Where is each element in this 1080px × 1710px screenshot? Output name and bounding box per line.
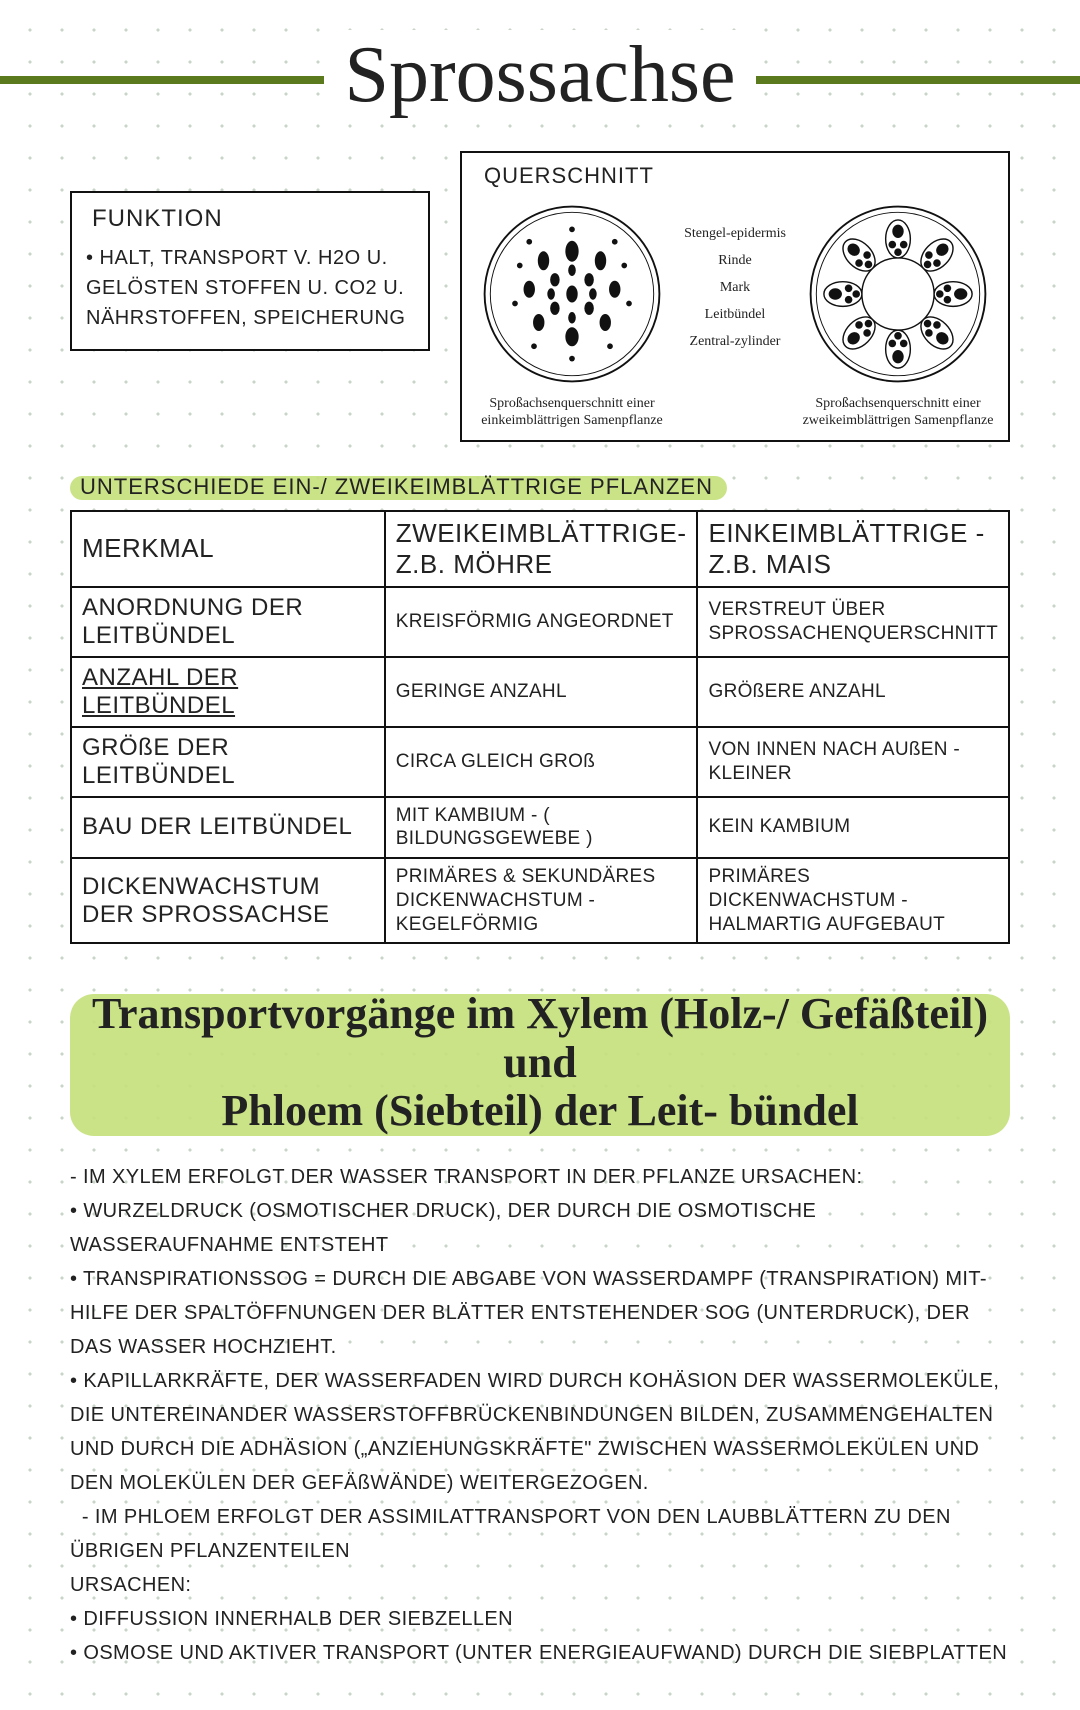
querschnitt-midlabels: Stengel-epidermis Rinde Mark Leitbündel … <box>680 199 790 358</box>
compare-section: UNTERSCHIEDE EIN-/ ZWEIKEIMBLÄTTRIGE PFL… <box>70 472 1010 945</box>
row-merkmal: GRÖßE DER LEITBÜNDEL <box>71 727 385 797</box>
table-row: BAU DER LEITBÜNDELMIT KAMBIUM - ( BILDUN… <box>71 797 1009 859</box>
funktion-label: FUNKTION <box>82 203 237 235</box>
title-rule-left <box>0 76 340 84</box>
row-einkeim: PRIMÄRES DICKENWACHSTUM - HALMARTIG AUFG… <box>697 858 1009 943</box>
transport-title-l1: Transportvorgänge im Xylem (Holz-/ Gefäß… <box>92 989 988 1086</box>
midlabel-0: Stengel-epidermis <box>680 223 790 244</box>
transport-line: - IM PHLOEM ERFOLGT DER ASSIMILATTRANSPO… <box>70 1500 1010 1568</box>
querschnitt-box: QUERSCHNITT <box>460 151 1010 442</box>
row-zweikeim: PRIMÄRES & SEKUNDÄRES DICKENWACHSTUM - K… <box>385 858 698 943</box>
compare-heading: UNTERSCHIEDE EIN-/ ZWEIKEIMBLÄTTRIGE PFL… <box>70 472 727 502</box>
row-merkmal: ANORDNUNG DER LEITBÜNDEL <box>71 587 385 657</box>
diagram-dicot: Sproßachsenquerschnitt einer zweikeimblä… <box>800 199 996 430</box>
transport-title: Transportvorgänge im Xylem (Holz-/ Gefäß… <box>70 984 1010 1141</box>
midlabel-4: Zentral-zylinder <box>680 331 790 352</box>
transport-line: • OSMOSE UND AKTIVER TRANSPORT (UNTER EN… <box>70 1636 1010 1670</box>
midlabel-3: Leitbündel <box>680 304 790 325</box>
page-title: Sprossachse <box>324 30 755 121</box>
row-zweikeim: GERINGE ANZAHL <box>385 657 698 727</box>
midlabel-1: Rinde <box>680 250 790 271</box>
transport-line: - IM XYLEM ERFOLGT DER WASSER TRANSPORT … <box>70 1160 1010 1194</box>
dicot-caption: Sproßachsenquerschnitt einer zweikeimblä… <box>800 396 996 430</box>
transport-line: • WURZELDRUCK (OSMOTISCHER DRUCK), DER D… <box>70 1194 1010 1262</box>
row-zweikeim: CIRCA GLEICH GROß <box>385 727 698 797</box>
table-row: DICKENWACHSTUM DER SPROSSACHSEPRIMÄRES &… <box>71 858 1009 943</box>
querschnitt-label: QUERSCHNITT <box>474 161 668 191</box>
col-zweikeim: ZWEIKEIMBLÄTTRIGE- Z.B. MÖHRE <box>385 511 698 587</box>
table-row: GRÖßE DER LEITBÜNDELCIRCA GLEICH GROßVON… <box>71 727 1009 797</box>
top-row: FUNKTION • HALT, TRANSPORT V. H2O U. GEL… <box>70 151 1010 442</box>
row-zweikeim: MIT KAMBIUM - ( BILDUNGSGEWEBE ) <box>385 797 698 859</box>
row-einkeim: KEIN KAMBIUM <box>697 797 1009 859</box>
row-merkmal: DICKENWACHSTUM DER SPROSSACHSE <box>71 858 385 943</box>
col-einkeim: EINKEIMBLÄTTRIGE - Z.B. MAIS <box>697 511 1009 587</box>
table-header-row: MERKMAL ZWEIKEIMBLÄTTRIGE- Z.B. MÖHRE EI… <box>71 511 1009 587</box>
table-row: ANORDNUNG DER LEITBÜNDELKREISFÖRMIG ANGE… <box>71 587 1009 657</box>
transport-line: • KAPILLARKRÄFTE, DER WASSERFADEN WIRD D… <box>70 1364 1010 1500</box>
row-einkeim: VERSTREUT ÜBER SPROSSACHENQUERSCHNITT <box>697 587 1009 657</box>
title-rule-right <box>740 76 1080 84</box>
row-merkmal: ANZAHL DER LEITBÜNDEL <box>71 657 385 727</box>
dicot-svg <box>803 199 993 389</box>
transport-section: Transportvorgänge im Xylem (Holz-/ Gefäß… <box>70 984 1010 1669</box>
compare-table: MERKMAL ZWEIKEIMBLÄTTRIGE- Z.B. MÖHRE EI… <box>70 510 1010 945</box>
transport-body: - IM XYLEM ERFOLGT DER WASSER TRANSPORT … <box>70 1160 1010 1670</box>
monocot-caption: Sproßachsenquerschnitt einer einkeimblät… <box>474 396 670 430</box>
row-merkmal: BAU DER LEITBÜNDEL <box>71 797 385 859</box>
table-row: ANZAHL DER LEITBÜNDELGERINGE ANZAHLGRÖßE… <box>71 657 1009 727</box>
funktion-body: • HALT, TRANSPORT V. H2O U. GELÖSTEN STO… <box>86 243 414 333</box>
row-einkeim: VON INNEN NACH AUßEN - KLEINER <box>697 727 1009 797</box>
row-einkeim: GRÖßERE ANZAHL <box>697 657 1009 727</box>
transport-line: • TRANSPIRATIONSSOG = DURCH DIE ABGABE V… <box>70 1262 1010 1364</box>
transport-line: URSACHEN: <box>70 1568 1010 1602</box>
transport-line: • DIFFUSSION INNERHALB DER SIEBZELLEN <box>70 1602 1010 1636</box>
monocot-svg <box>477 199 667 389</box>
row-zweikeim: KREISFÖRMIG ANGEORDNET <box>385 587 698 657</box>
page-title-wrap: Sprossachse <box>70 30 1010 121</box>
col-merkmal: MERKMAL <box>71 511 385 587</box>
diagram-monocot: Sproßachsenquerschnitt einer einkeimblät… <box>474 199 670 430</box>
funktion-box: FUNKTION • HALT, TRANSPORT V. H2O U. GEL… <box>70 191 430 351</box>
transport-title-l2: Phloem (Siebteil) der Leit- bündel <box>221 1086 858 1135</box>
midlabel-2: Mark <box>680 277 790 298</box>
